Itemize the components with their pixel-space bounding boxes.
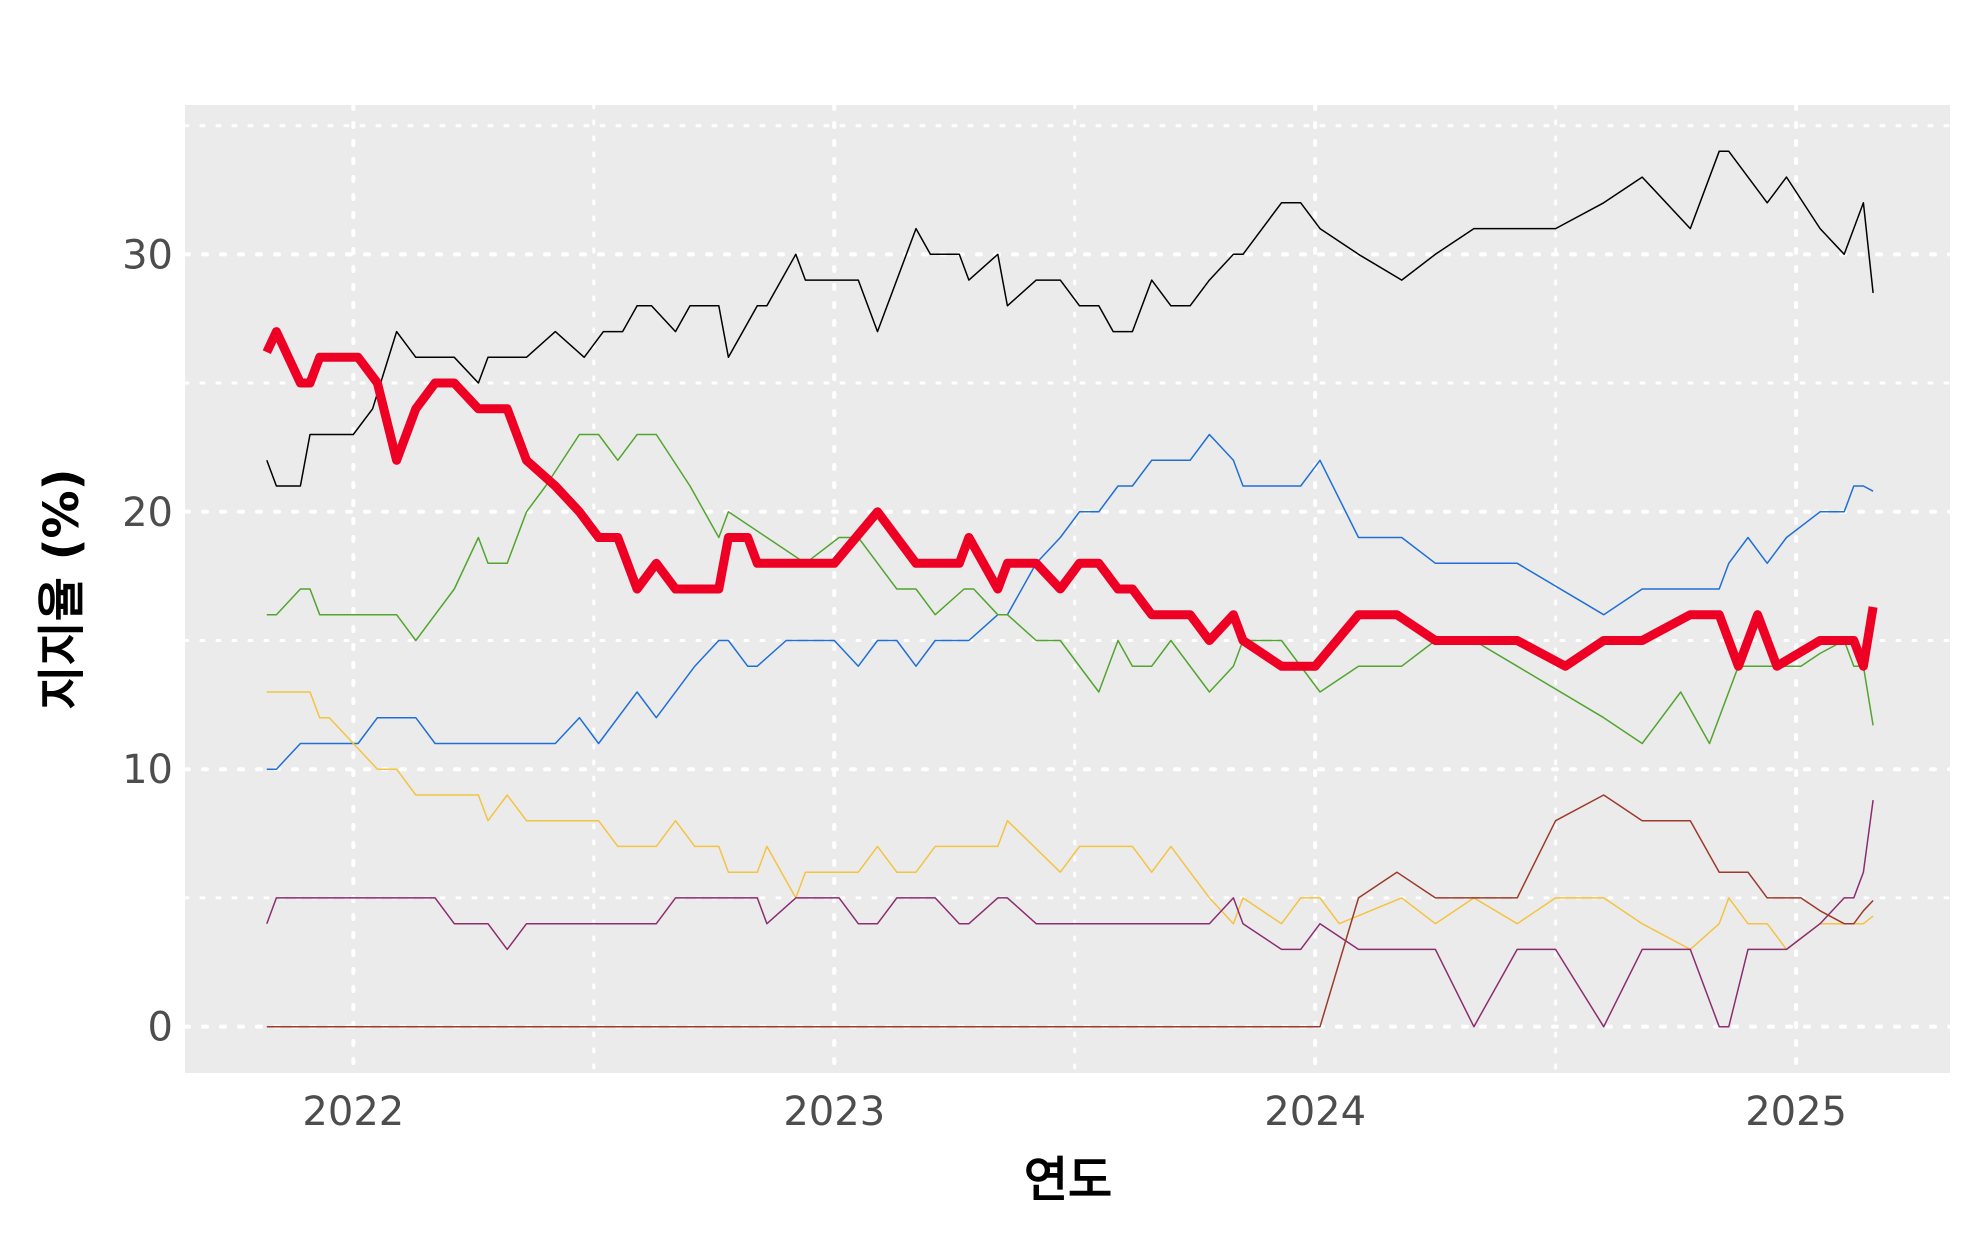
series-lines xyxy=(262,150,1878,1028)
x-axis-title: 연도 xyxy=(1024,1152,1112,1208)
series-line-2 xyxy=(266,433,1874,770)
series-line-4 xyxy=(266,691,1874,951)
y-tick-label: 20 xyxy=(122,490,173,536)
y-tick-label: 30 xyxy=(122,232,173,278)
x-tick-label: 2022 xyxy=(302,1089,404,1135)
series-line-3 xyxy=(266,433,1874,745)
x-tick-label: 2023 xyxy=(783,1089,885,1135)
series-line-5 xyxy=(266,799,1874,1028)
series-line-6 xyxy=(266,794,1874,1028)
series-line-7 xyxy=(262,327,1878,671)
x-tick-label: 2025 xyxy=(1745,1089,1847,1135)
y-axis: 0 10 20 30 xyxy=(122,232,173,1050)
x-axis: 2022 2023 2024 2025 xyxy=(302,1089,1847,1135)
y-tick-label: 10 xyxy=(122,747,173,793)
series-line-1 xyxy=(266,150,1874,487)
x-tick-label: 2024 xyxy=(1264,1089,1366,1135)
y-axis-title: 지지율 (%) xyxy=(34,468,90,709)
y-tick-label: 0 xyxy=(148,1005,173,1051)
